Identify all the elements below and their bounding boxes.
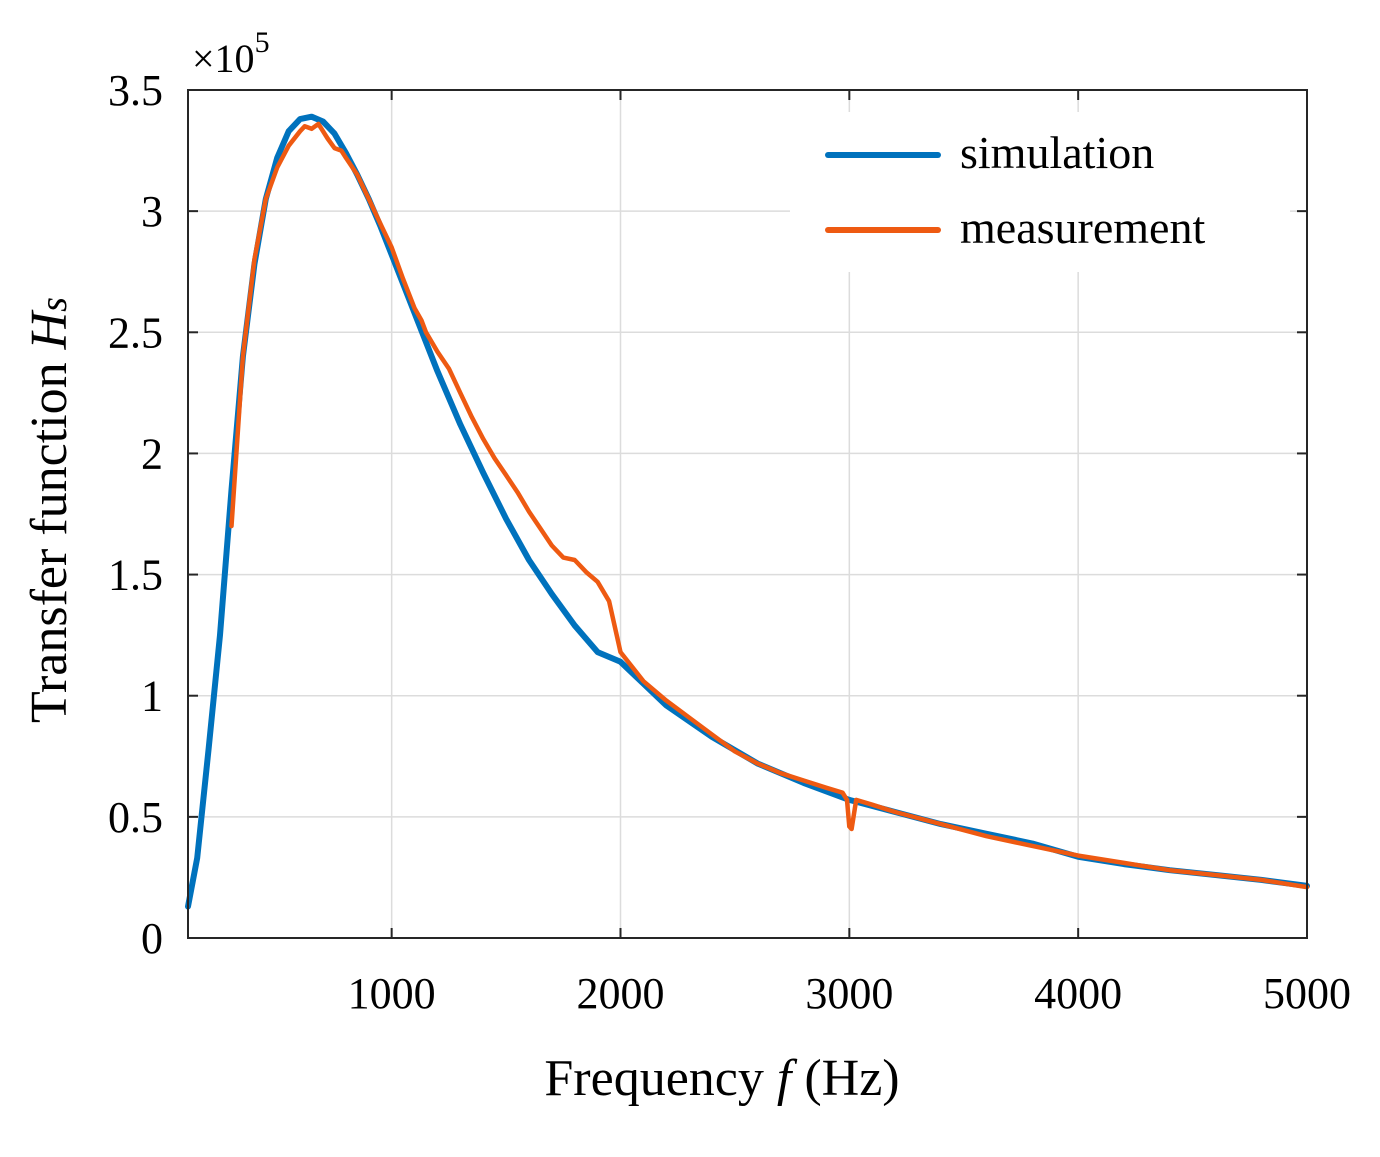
legend: simulation measurement: [790, 112, 1290, 272]
y-axis-label-variable: H: [21, 309, 78, 350]
y-tick-label: 2: [141, 429, 163, 478]
y-axis-label: Transfer function Hs: [21, 297, 78, 723]
x-axis-label-suffix: (Hz): [791, 1050, 899, 1107]
y-axis-multiplier: ×105: [192, 26, 270, 81]
y-tick-label: 0.5: [108, 793, 163, 842]
tick-labels: 0 0.5 1 1.5 2 2.5 3 3.5 1000 2000 3000 4000 5000: [108, 66, 1351, 1018]
x-axis-label: Frequency f (Hz): [544, 1050, 899, 1107]
y-tick-label: 1.5: [108, 551, 163, 600]
series-line-measurement: [229, 121, 1310, 890]
x-tick-label: 1000: [348, 969, 436, 1018]
legend-background: [790, 112, 1290, 272]
y-tick-label: 1: [141, 672, 163, 721]
y-tick-label: 3: [141, 187, 163, 236]
y-multiplier-base: ×10: [192, 36, 255, 81]
y-axis-label-subscript: s: [33, 297, 75, 312]
x-axis-label-prefix: Frequency: [544, 1050, 776, 1107]
x-tick-label: 3000: [805, 969, 893, 1018]
series-layer: [185, 113, 1310, 910]
legend-label-simulation: simulation: [960, 127, 1154, 178]
y-tick-label: 2.5: [108, 308, 163, 357]
legend-label-measurement: measurement: [960, 202, 1205, 253]
y-tick-label: 0: [141, 914, 163, 963]
y-multiplier-exponent: 5: [255, 26, 270, 59]
x-tick-label: 4000: [1034, 969, 1122, 1018]
y-tick-label: 3.5: [108, 66, 163, 115]
x-tick-label: 2000: [576, 969, 664, 1018]
x-tick-label: 5000: [1263, 969, 1351, 1018]
plot-area-frame: [187, 89, 1308, 939]
y-axis-label-prefix: Transfer function: [21, 349, 78, 723]
